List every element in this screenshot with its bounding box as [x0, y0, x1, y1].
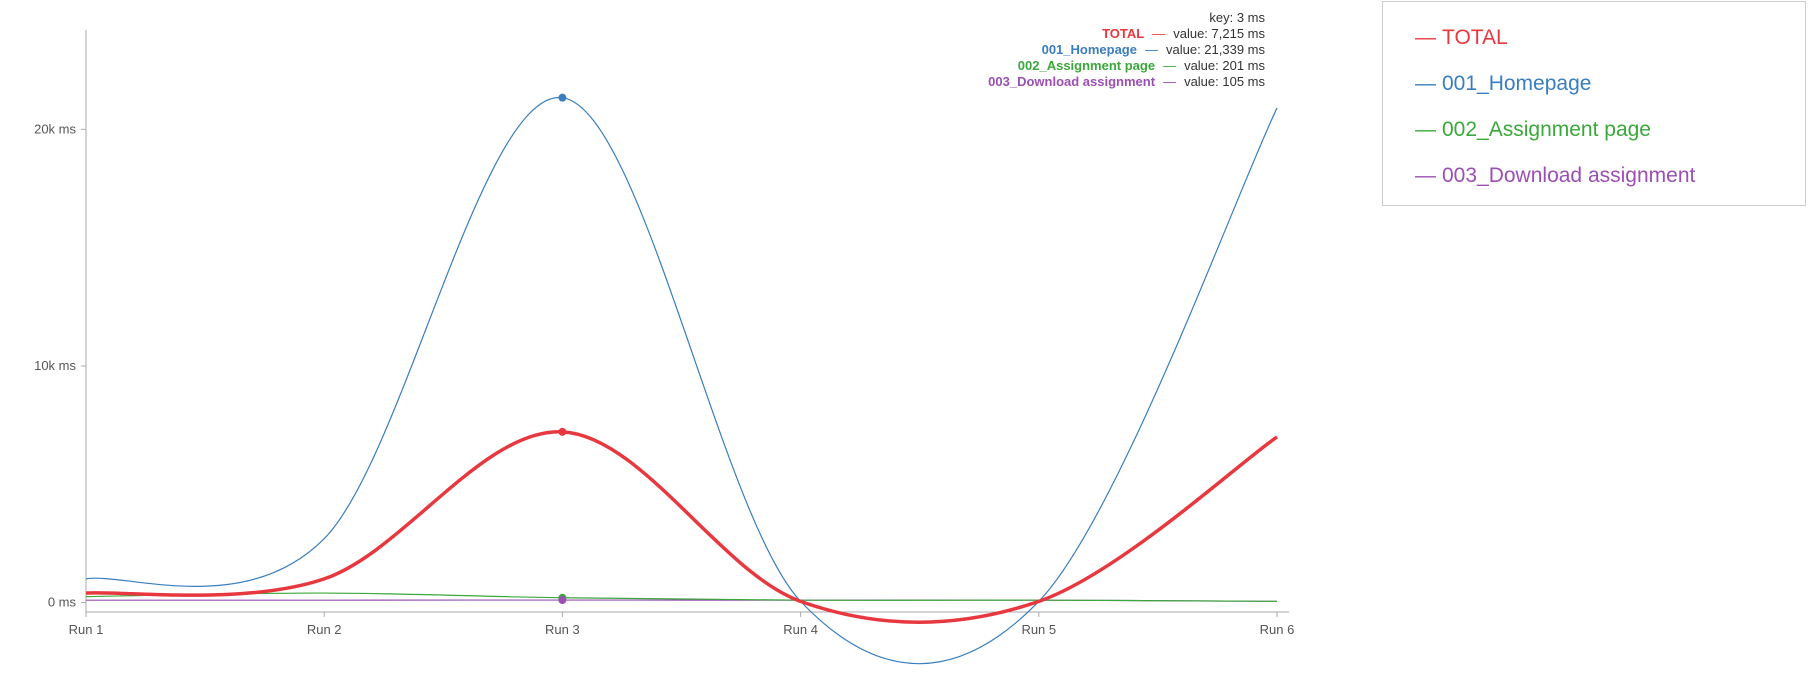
tooltip-series-dash: —	[1152, 26, 1165, 41]
legend-label: 002_Assignment page	[1442, 118, 1651, 141]
legend-label: 003_Download assignment	[1442, 164, 1696, 187]
tooltip-series-name: 003_Download assignment	[988, 74, 1156, 89]
series-line-1	[85, 430, 1278, 624]
series-line-2	[85, 97, 1278, 665]
hover-point-4	[558, 596, 567, 605]
tooltip-value: value: 201 ms	[1184, 58, 1265, 73]
legend-label: TOTAL	[1442, 26, 1508, 49]
hover-point-1	[558, 427, 567, 436]
tooltip-key: key: 3 ms	[1209, 10, 1265, 25]
legend-item[interactable]: — 001_Homepage	[1415, 72, 1591, 96]
hover-points	[558, 93, 567, 605]
y-ticks: 0 ms 10k ms 20k ms	[34, 121, 86, 610]
hover-point-2	[558, 93, 567, 102]
legend-swatch: —	[1415, 118, 1436, 141]
x-tick-label: Run 2	[307, 622, 342, 637]
tooltip-row: 001_Homepage — value: 21,339 ms	[1042, 42, 1266, 57]
tooltip-row: 002_Assignment page — value: 201 ms	[1018, 58, 1266, 73]
y-tick-label: 0 ms	[48, 595, 77, 610]
tooltip-row: TOTAL — value: 7,215 ms	[1102, 26, 1265, 41]
legend-swatch: —	[1415, 26, 1436, 49]
tooltip-series-dash: —	[1163, 74, 1176, 89]
x-tick-label: Run 4	[783, 622, 818, 637]
tooltip: key: 3 ms TOTAL — value: 7,215 ms001_Homep…	[988, 10, 1265, 89]
tooltip-row: 003_Download assignment — value: 105 ms	[988, 74, 1265, 89]
legend-label: 001_Homepage	[1442, 72, 1592, 95]
tooltip-series-dash: —	[1163, 58, 1176, 73]
legend: — TOTAL —001_Homepage —002_Assignment page —…	[1382, 1, 1806, 206]
x-tick-label: Run 3	[545, 622, 580, 637]
legend-item[interactable]: — TOTAL	[1415, 26, 1508, 50]
legend-swatch: —	[1415, 164, 1436, 187]
tooltip-series-name: 002_Assignment page	[1018, 58, 1155, 73]
legend-item[interactable]: — 002_Assignment page	[1415, 118, 1651, 142]
tooltip-series-name: 001_Homepage	[1042, 42, 1137, 57]
legend-swatch: —	[1415, 72, 1436, 95]
legend-item[interactable]: — 003_Download assignment	[1415, 164, 1695, 188]
x-tick-label: Run 1	[69, 622, 104, 637]
y-tick-label: 20k ms	[34, 121, 76, 136]
tooltip-series-dash: —	[1145, 42, 1158, 57]
tooltip-value: value: 105 ms	[1184, 74, 1265, 89]
x-tick-label: Run 6	[1260, 622, 1295, 637]
series-line-3	[85, 592, 1278, 602]
x-ticks: Run 1 Run 2 Run 3 Run 4 Run 5 Run 6	[69, 612, 1295, 637]
y-tick-label: 10k ms	[34, 358, 76, 373]
series-lines	[85, 97, 1278, 665]
tooltip-series-name: TOTAL	[1102, 26, 1144, 41]
x-tick-label: Run 5	[1021, 622, 1056, 637]
tooltip-value: value: 21,339 ms	[1166, 42, 1266, 57]
tooltip-value: value: 7,215 ms	[1173, 26, 1265, 41]
